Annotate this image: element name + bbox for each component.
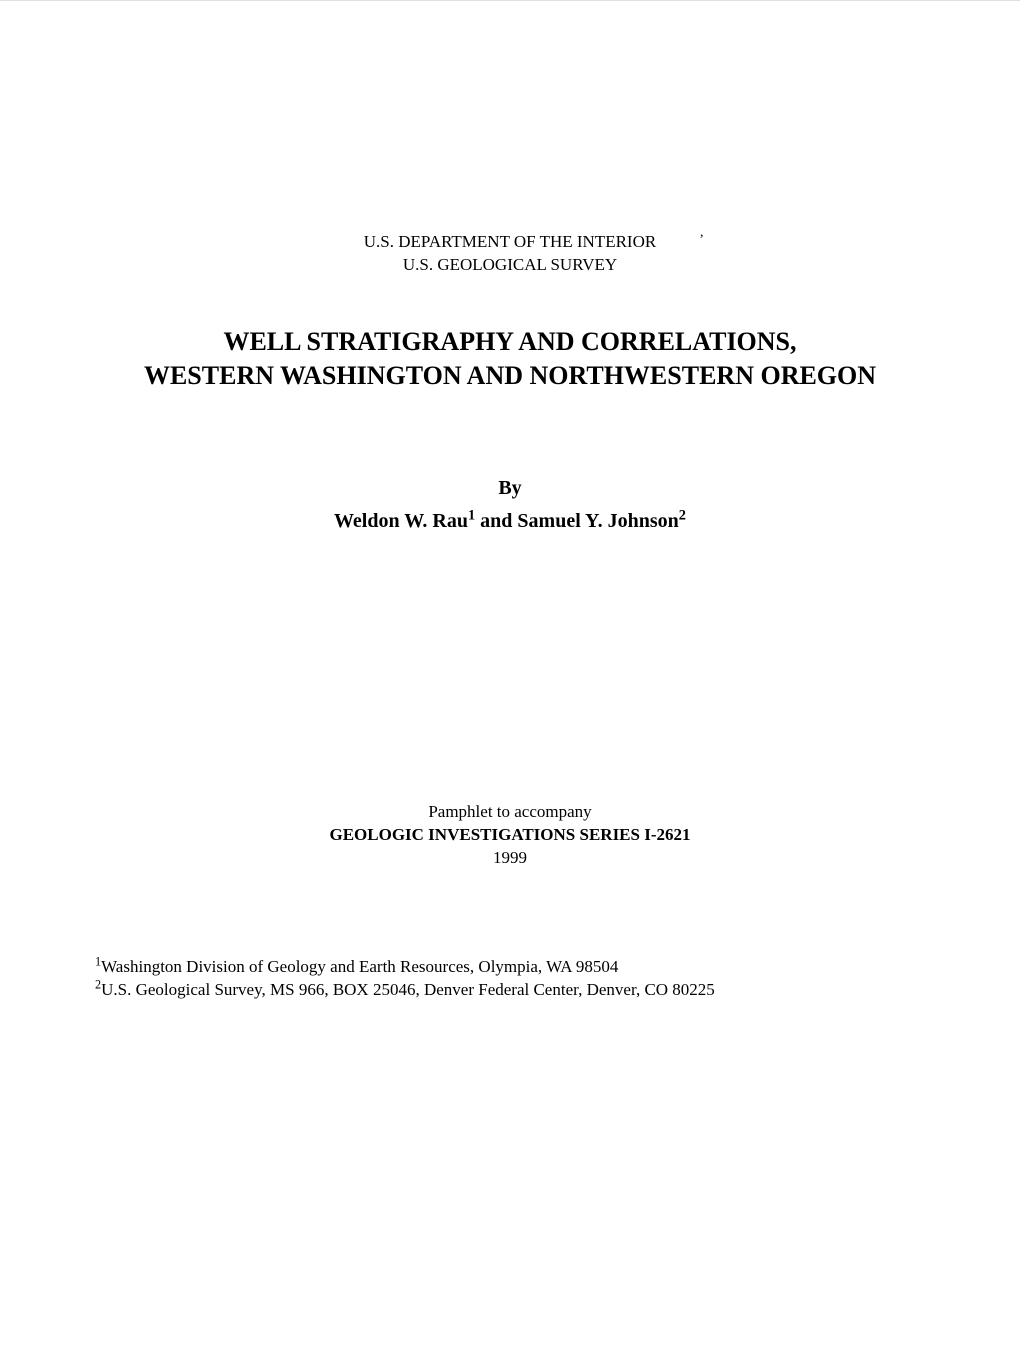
author-2-sup: 2: [679, 508, 686, 524]
affiliation-2: 2U.S. Geological Survey, MS 966, BOX 250…: [95, 979, 715, 1002]
series-lead: Pamphlet to accompany: [95, 801, 925, 824]
author-and: and: [475, 510, 517, 532]
header-block: U.S. DEPARTMENT OF THE INTERIOR U.S. GEO…: [95, 231, 925, 277]
by-label: By: [95, 477, 925, 500]
series-block: Pamphlet to accompany GEOLOGIC INVESTIGA…: [95, 801, 925, 870]
affiliation-1: 1Washington Division of Geology and Eart…: [95, 956, 715, 979]
affil-2-text: U.S. Geological Survey, MS 966, BOX 2504…: [101, 980, 715, 999]
author-2-name: Samuel Y. Johnson: [517, 510, 678, 532]
title-line-1: WELL STRATIGRAPHY AND CORRELATIONS,: [95, 325, 925, 359]
series-name: GEOLOGIC INVESTIGATIONS SERIES I-2621: [95, 824, 925, 847]
series-year: 1999: [95, 847, 925, 870]
affil-1-text: Washington Division of Geology and Earth…: [101, 957, 618, 976]
affiliations-block: 1Washington Division of Geology and Eart…: [95, 956, 715, 1002]
author-1-name: Weldon W. Rau: [334, 510, 468, 532]
document-page: , U.S. DEPARTMENT OF THE INTERIOR U.S. G…: [0, 1, 1020, 1352]
title-line-2: WESTERN WASHINGTON AND NORTHWESTERN OREG…: [95, 359, 925, 393]
authors-line: Weldon W. Rau1 and Samuel Y. Johnson2: [95, 510, 925, 533]
department-line: U.S. DEPARTMENT OF THE INTERIOR: [95, 231, 925, 254]
stray-mark: ,: [700, 225, 704, 241]
byline-block: By Weldon W. Rau1 and Samuel Y. Johnson2: [95, 477, 925, 533]
agency-line: U.S. GEOLOGICAL SURVEY: [95, 254, 925, 277]
title-block: WELL STRATIGRAPHY AND CORRELATIONS, WEST…: [95, 325, 925, 393]
